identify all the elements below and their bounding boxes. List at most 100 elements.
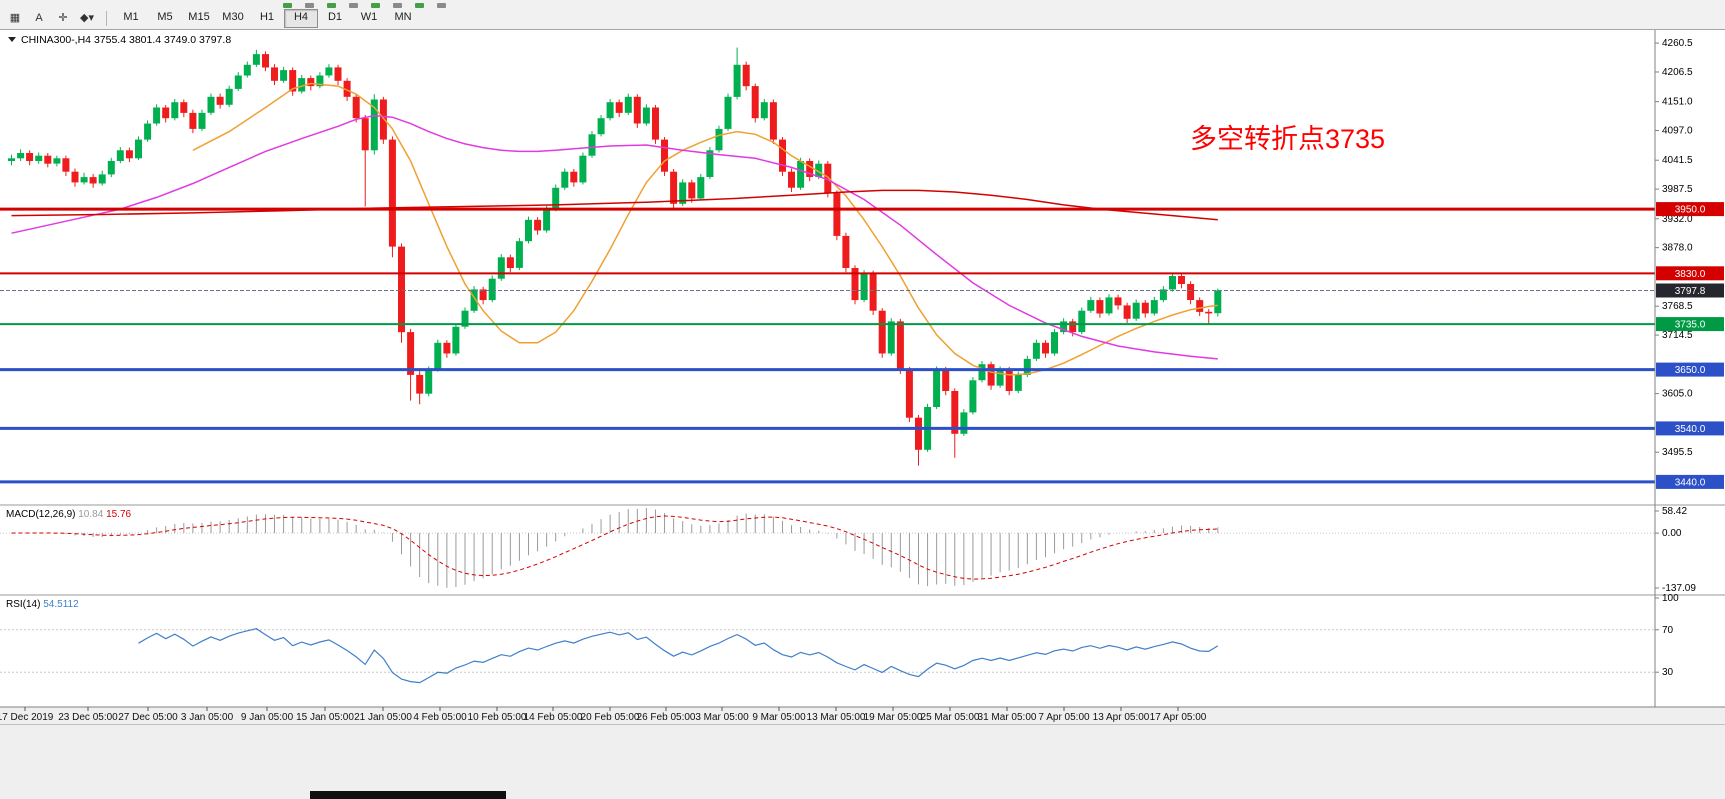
candle [1141,302,1149,314]
svg-text:3830.0: 3830.0 [1675,269,1706,280]
timeframe-button-M5[interactable]: M5 [157,11,173,23]
candle [17,153,25,159]
price-label: 3878.0 [1662,243,1693,254]
timeframe-button-W1[interactable]: W1 [360,11,378,23]
candle [1032,342,1040,359]
candle [207,96,215,113]
toolbar-tools: ▦ A ✛ ◆▾ [3,9,99,28]
price-label: 3932.0 [1662,214,1693,225]
chart-window[interactable]: 多空转折点3735 CHINA300-,H4 3755.4 3801.4 3749… [0,30,1725,724]
indicators-icon[interactable] [415,3,424,8]
candle [1060,321,1068,333]
candle [896,321,904,370]
price-label: 4206.5 [1662,67,1693,78]
candle [198,112,206,129]
shapes-dropdown-icon[interactable]: ◆▾ [80,12,94,24]
candle [960,412,968,434]
zoom-in-icon[interactable] [371,3,380,8]
price-label: 4260.5 [1662,38,1693,49]
candle [443,342,451,354]
candle [62,158,70,172]
toolbar-separator [106,11,107,26]
text-tool-icon[interactable]: A [35,12,43,24]
candle [933,369,941,407]
candle [189,112,197,129]
candle [760,102,768,119]
crosshair-tool-icon[interactable]: ✛ [58,12,68,24]
candle [1123,305,1131,319]
rsi-label: RSI(14) 54.5112 [6,599,79,610]
candles-layer [8,47,1222,466]
chart-icon[interactable] [305,3,314,8]
price-label: 3605.0 [1662,389,1693,400]
candle [797,161,805,188]
candle [35,155,43,161]
svg-text:3735.0: 3735.0 [1675,320,1706,331]
price-label: 3495.5 [1662,447,1693,458]
candle [525,219,532,242]
candle [1214,290,1222,314]
candle [1114,297,1122,306]
timeframe-button-H1[interactable]: H1 [259,11,275,23]
candle [252,54,260,65]
candle [588,134,596,156]
candle [343,80,351,97]
candle [996,369,1004,386]
add-chart-icon[interactable] [327,3,336,8]
candle [724,96,732,129]
candle [788,171,795,188]
symbol-dropdown-icon[interactable] [8,37,16,42]
price-badge-3650.0: 3650.0 [1656,362,1724,377]
timeframe-button-M15[interactable]: M15 [188,11,210,23]
candle [153,107,161,124]
timeframe-button-M1[interactable]: M1 [123,11,139,23]
candle [1178,276,1185,284]
candle [434,342,442,370]
mini-toolbar-row [0,0,1725,8]
price-label: 3768.5 [1662,301,1693,312]
timeframe-button-H4[interactable]: H4 [284,9,318,28]
candle [887,321,895,354]
candle [107,161,115,175]
time-axis[interactable] [0,707,1725,724]
templates-icon[interactable] [437,3,446,8]
grid-tool-icon[interactable]: ▦ [9,12,21,24]
candle [1069,321,1077,333]
main-chart-svg[interactable]: 多空转折点3735 CHINA300-,H4 3755.4 3801.4 3749… [0,30,1725,724]
candle [1105,297,1113,314]
rsi-line [138,628,1219,684]
time-label: 13 Apr 05:00 [1093,712,1150,723]
candle [370,99,378,151]
macd-signal-line [11,515,1218,580]
time-label: 27 Dec 05:00 [118,712,178,723]
candle [388,139,396,247]
chart-plot-area[interactable] [0,30,1725,724]
candle [706,150,714,177]
candle [905,369,913,418]
timeframe-button-M30[interactable]: M30 [222,11,244,23]
price-label: 3987.5 [1662,184,1693,195]
new-order-icon[interactable] [283,3,292,8]
candle [1169,276,1176,290]
candle [243,64,251,76]
timeframe-button-D1[interactable]: D1 [327,11,343,23]
time-label: 25 Mar 05:00 [921,712,980,723]
candle [216,96,224,105]
candle [1196,300,1204,312]
candle [842,235,850,268]
candle [234,75,242,89]
svg-text:3650.0: 3650.0 [1675,365,1706,376]
svg-text:3540.0: 3540.0 [1675,424,1706,435]
toolbar-timeframes: M1 M5 M15 M30 H1 H4 D1 W1 MN [114,9,420,28]
candle [407,332,415,375]
profiles-icon[interactable] [349,3,358,8]
macd-label: MACD(12,26,9) 10.84 15.76 [6,509,132,520]
timeframe-button-MN[interactable]: MN [394,11,412,23]
zoom-out-icon[interactable] [393,3,402,8]
candle [697,177,705,199]
candle [688,182,696,199]
candle [1187,284,1195,300]
rsi-axis-label: 30 [1662,667,1674,678]
candle [1159,289,1167,301]
candle [769,102,777,140]
